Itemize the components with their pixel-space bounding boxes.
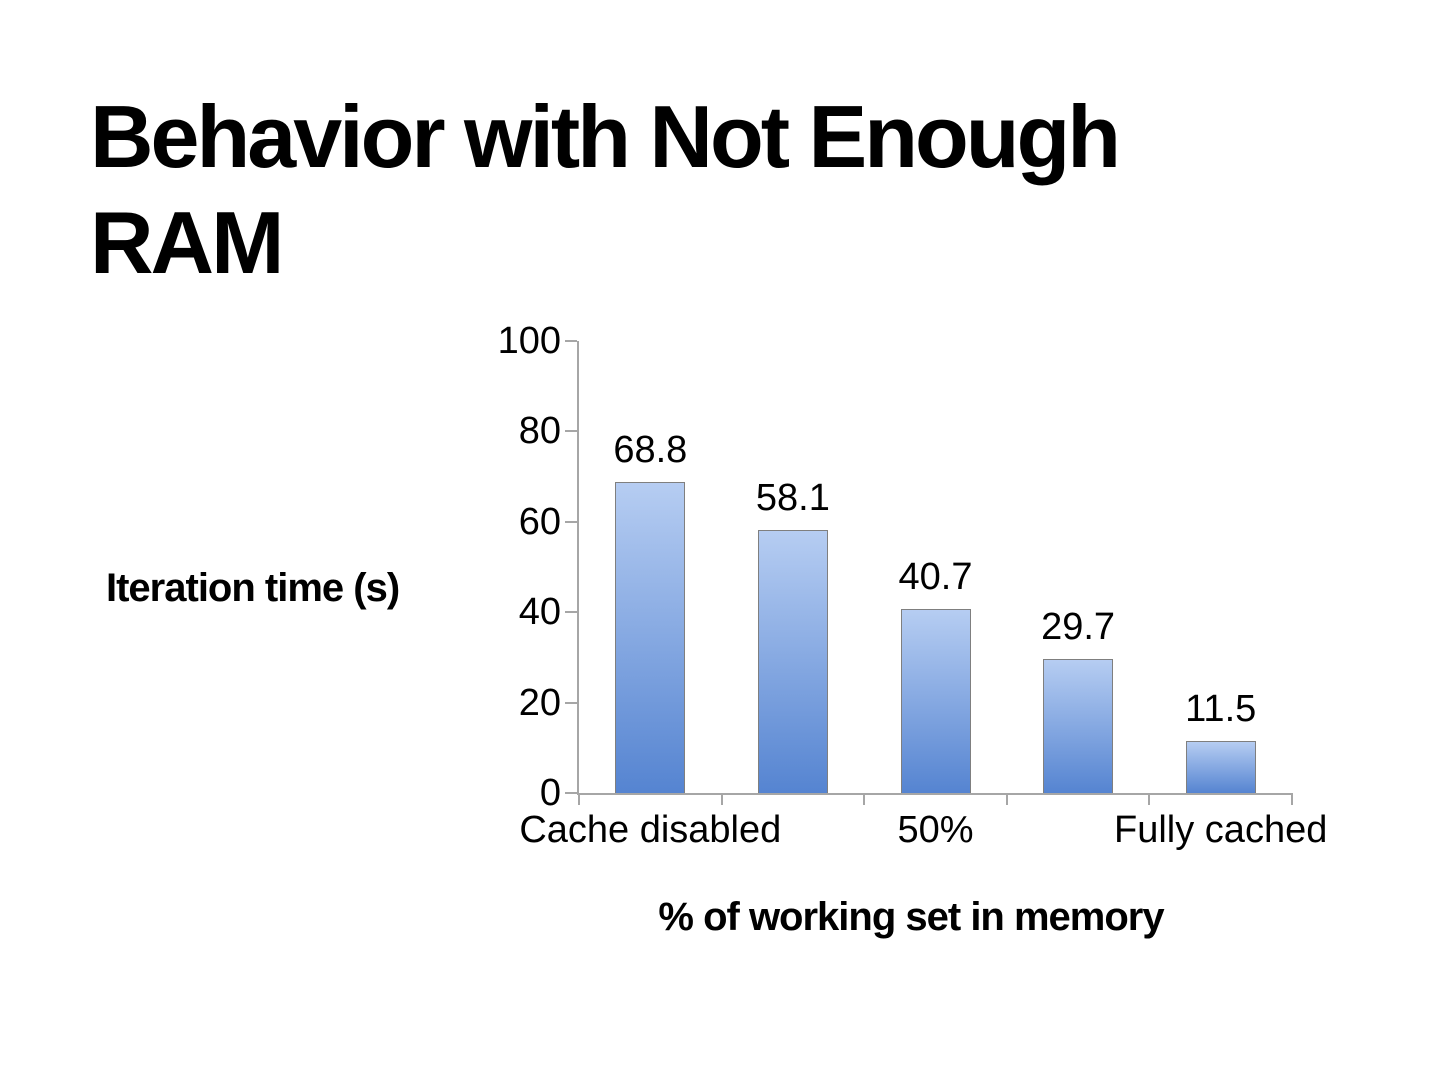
bar xyxy=(1043,658,1114,793)
bar-value-label: 58.1 xyxy=(755,477,830,520)
y-axis-tick-label: 80 xyxy=(518,410,561,453)
x-axis-title: % of working set in memory xyxy=(658,895,1164,939)
y-axis-tick xyxy=(565,340,577,342)
y-axis-tick-label: 40 xyxy=(518,591,561,634)
y-axis-tick xyxy=(565,701,577,704)
x-axis-tick-label: Fully cached xyxy=(1114,809,1328,851)
x-axis-tick-label: Cache disabled xyxy=(519,809,782,851)
bar-value-label: 68.8 xyxy=(613,429,688,472)
y-axis-tick xyxy=(565,430,577,433)
y-axis-tick xyxy=(565,611,577,614)
x-axis-tick xyxy=(578,793,580,805)
y-axis-tick-label: 100 xyxy=(497,320,561,362)
y-axis-tick xyxy=(565,520,577,523)
y-axis-tick-label: 60 xyxy=(518,500,561,543)
bar-value-label: 11.5 xyxy=(1185,688,1257,731)
x-axis-tick xyxy=(1005,793,1008,805)
bar xyxy=(615,482,686,793)
x-axis-tick xyxy=(1148,793,1151,805)
chart-plot-area: 0 20 40 60 80 100 68.8 58.1 40.7 29.7 11.5 Cache di… xyxy=(498,320,1328,851)
x-axis-tick-label: 50% xyxy=(897,809,974,851)
bar xyxy=(1185,741,1256,793)
x-axis-tick xyxy=(720,793,723,805)
y-axis-tick-label: 20 xyxy=(518,681,561,724)
bar xyxy=(757,530,828,793)
y-axis-tick xyxy=(565,792,577,794)
y-axis-tick-label: 0 xyxy=(539,772,561,814)
x-axis-tick xyxy=(863,793,866,805)
bar-value-label: 29.7 xyxy=(1041,605,1116,648)
slide-title: Behavior with Not Enough RAM xyxy=(90,87,1121,292)
bar-value-label: 40.7 xyxy=(898,556,973,599)
y-axis-title: Iteration time (s) xyxy=(106,566,400,610)
bar xyxy=(900,609,971,793)
x-axis-tick xyxy=(1291,793,1293,805)
